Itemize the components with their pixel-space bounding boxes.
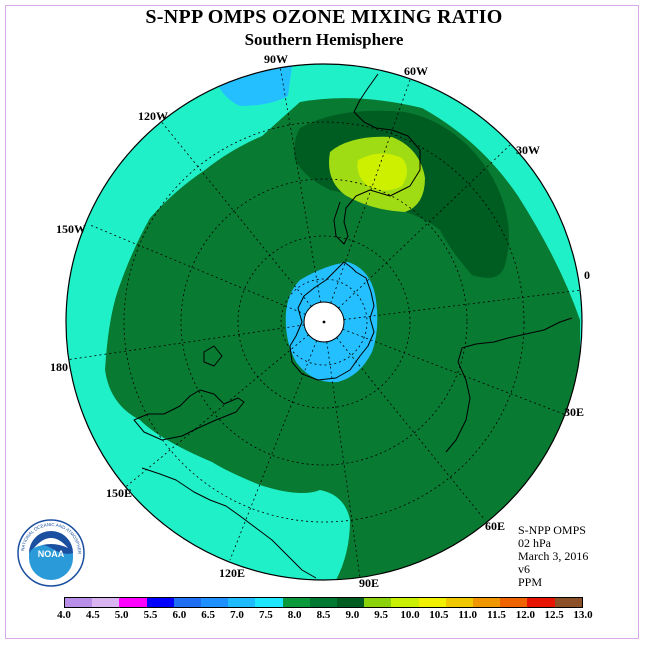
colorbar-tick-label: 8.0 xyxy=(287,609,302,621)
colorbar-tick-label: 4.5 xyxy=(85,609,100,621)
colorbar-swatch xyxy=(201,598,229,607)
colorbar-tick-label: 10.0 xyxy=(400,609,420,621)
colorbar-tick-label: 6.5 xyxy=(201,609,216,621)
lon-label-180: 180 xyxy=(50,360,68,374)
colorbar-tick-label: 7.5 xyxy=(258,609,273,621)
page-title: S-NPP OMPS OZONE MIXING RATIO xyxy=(145,6,503,28)
colorbar-tick-label: 11.0 xyxy=(458,609,477,621)
lon-label-150e: 150E xyxy=(106,486,133,500)
noaa-logo: NOAA NATIONAL OCEANIC AND ATMOSPHERIC AD… xyxy=(16,518,85,587)
colorbar-tick-label: 9.5 xyxy=(374,609,389,621)
colorbar-ticks: 4.0 4.5 5.0 5.5 6.0 6.5 7.0 7.5 8.0 8.5 9.0 9.5 10.0… xyxy=(57,609,593,623)
info-units: PPM xyxy=(518,575,543,589)
pole-marker xyxy=(322,320,326,324)
colorbar-tick-label: 11.5 xyxy=(487,609,506,621)
colorbar-swatch xyxy=(255,598,283,607)
lon-label-60w: 60W xyxy=(404,64,428,78)
colorbar-tick-label: 6.0 xyxy=(172,609,187,621)
colorbar-swatch xyxy=(173,598,202,607)
colorbar-tick-label: 8.5 xyxy=(316,609,331,621)
map-boundary xyxy=(65,63,583,581)
south-america-east-coast xyxy=(353,73,379,113)
colorbar-swatch xyxy=(309,598,338,607)
lon-label-120e: 120E xyxy=(219,566,246,580)
colorbar-swatch xyxy=(65,598,93,607)
colorbar xyxy=(64,597,583,608)
colorbar-swatch xyxy=(527,598,555,607)
product-info: S-NPP OMPS 02 hPa March 3, 2016 v6 PPM xyxy=(518,524,588,589)
colorbar-swatch xyxy=(228,598,256,607)
info-level: 02 hPa xyxy=(518,536,551,550)
colorbar-swatch xyxy=(554,598,582,607)
colorbar-swatch xyxy=(500,598,528,607)
colorbar-swatch xyxy=(337,598,365,607)
lon-label-150w: 150W xyxy=(56,222,86,236)
colorbar-tick-label: 12.5 xyxy=(544,609,564,621)
colorbar-tick-label: 7.0 xyxy=(230,609,244,621)
antarctica-coastline xyxy=(289,261,375,381)
colorbar-swatch xyxy=(473,598,501,607)
indonesia-islands xyxy=(141,467,317,579)
info-instrument: S-NPP OMPS xyxy=(518,523,586,537)
colorbar-tick-label: 13.0 xyxy=(573,609,593,621)
australia-coastline xyxy=(133,389,245,441)
colorbar-swatch xyxy=(391,598,419,607)
colorbar-swatch xyxy=(364,598,392,607)
coastlines xyxy=(133,73,573,579)
lon-label-30w: 30W xyxy=(516,143,540,157)
lon-label-90w: 90W xyxy=(264,52,288,66)
colorbar-swatch xyxy=(445,598,474,607)
lon-label-30e: 30E xyxy=(564,405,585,419)
new-zealand-coastline xyxy=(203,345,223,367)
colorbar-swatch xyxy=(282,598,310,607)
colorbar-swatch xyxy=(119,598,147,607)
colorbar-tick-label: 9.0 xyxy=(345,609,360,621)
info-date: March 3, 2016 xyxy=(518,549,589,563)
south-america-coastline xyxy=(333,111,421,245)
lon-label-90e: 90E xyxy=(359,576,380,590)
colorbar-swatch xyxy=(92,598,120,607)
lon-label-120w: 120W xyxy=(138,109,168,123)
lon-label-0: 0 xyxy=(584,268,590,282)
page-frame xyxy=(5,5,639,639)
graticule xyxy=(66,65,582,579)
africa-coastline xyxy=(445,317,573,453)
lon-label-60e: 60E xyxy=(485,519,506,533)
colorbar-tick-label: 5.5 xyxy=(143,609,158,621)
colorbar-tick-label: 12.0 xyxy=(515,609,535,621)
colorbar-swatch xyxy=(418,598,446,607)
lime-core-maximum xyxy=(357,153,407,191)
noaa-logo-text: NOAA xyxy=(38,549,65,559)
colorbar-swatch xyxy=(146,598,174,607)
info-version: v6 xyxy=(518,562,530,576)
colorbar-tick-label: 10.5 xyxy=(429,609,449,621)
colorbar-tick-label: 5.0 xyxy=(114,609,129,621)
colorbar-tick-label: 4.0 xyxy=(57,609,71,621)
page-subtitle: Southern Hemisphere xyxy=(244,30,404,49)
